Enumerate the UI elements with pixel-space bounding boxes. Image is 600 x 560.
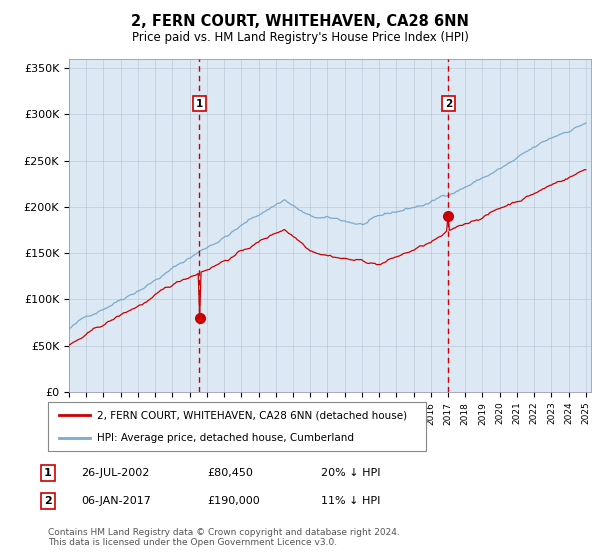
Text: £190,000: £190,000 (207, 496, 260, 506)
Text: 20% ↓ HPI: 20% ↓ HPI (321, 468, 380, 478)
Text: 2, FERN COURT, WHITEHAVEN, CA28 6NN (detached house): 2, FERN COURT, WHITEHAVEN, CA28 6NN (det… (97, 410, 407, 421)
Text: 2, FERN COURT, WHITEHAVEN, CA28 6NN: 2, FERN COURT, WHITEHAVEN, CA28 6NN (131, 14, 469, 29)
Text: Price paid vs. HM Land Registry's House Price Index (HPI): Price paid vs. HM Land Registry's House … (131, 31, 469, 44)
Text: 2: 2 (445, 99, 452, 109)
Text: Contains HM Land Registry data © Crown copyright and database right 2024.
This d: Contains HM Land Registry data © Crown c… (48, 528, 400, 547)
Text: HPI: Average price, detached house, Cumberland: HPI: Average price, detached house, Cumb… (97, 433, 354, 444)
Text: 1: 1 (196, 99, 203, 109)
Text: 26-JUL-2002: 26-JUL-2002 (81, 468, 149, 478)
Text: 06-JAN-2017: 06-JAN-2017 (81, 496, 151, 506)
Text: 11% ↓ HPI: 11% ↓ HPI (321, 496, 380, 506)
Text: 1: 1 (44, 468, 52, 478)
FancyBboxPatch shape (48, 402, 426, 451)
Text: £80,450: £80,450 (207, 468, 253, 478)
Text: 2: 2 (44, 496, 52, 506)
